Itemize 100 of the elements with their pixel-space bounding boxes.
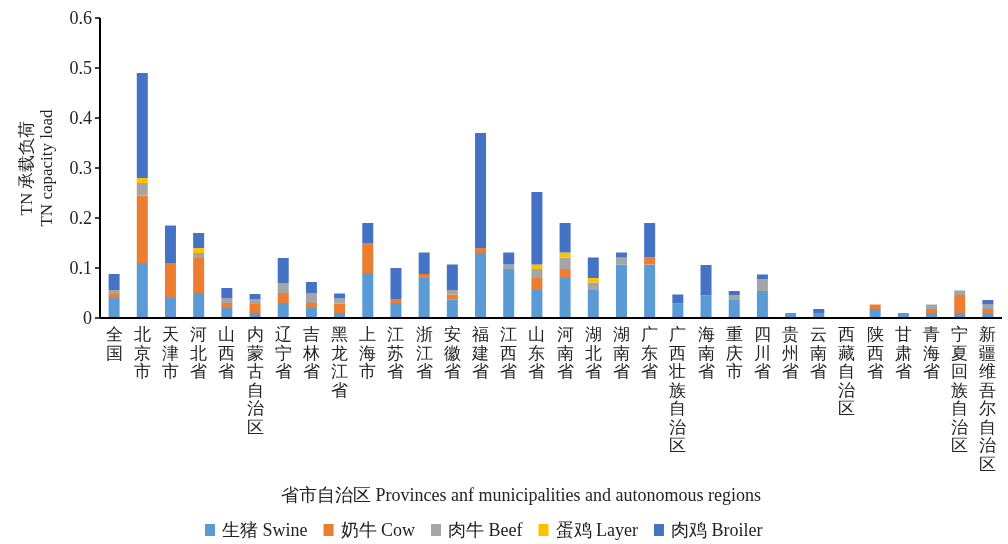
x-tick-label: 湖南省 xyxy=(612,325,630,381)
x-tick-label: 甘肃省 xyxy=(894,325,912,381)
y-tick-label: 0.2 xyxy=(69,208,92,228)
bar xyxy=(475,253,487,318)
bar xyxy=(559,269,571,278)
x-tick-label: 全国 xyxy=(105,325,123,363)
x-tick-label: 贵州省 xyxy=(782,325,800,381)
y-tick-label: 0 xyxy=(83,308,92,328)
bar xyxy=(193,248,205,253)
bar xyxy=(362,223,374,243)
bar xyxy=(193,258,205,293)
bar xyxy=(756,279,768,291)
bar xyxy=(644,257,656,265)
bar xyxy=(334,303,346,313)
bar xyxy=(587,257,599,278)
bar xyxy=(136,263,148,318)
x-tick-label: 四川省 xyxy=(753,325,771,381)
bar xyxy=(108,290,120,294)
bar xyxy=(446,264,458,290)
bar xyxy=(982,300,994,305)
x-tick-label: 安徽省 xyxy=(443,325,461,381)
bar xyxy=(615,264,627,318)
y-tick-label: 0.4 xyxy=(69,108,92,128)
bar xyxy=(136,73,148,178)
bar xyxy=(193,293,205,318)
x-tick-label: 海南省 xyxy=(697,325,715,381)
bar xyxy=(108,294,120,298)
x-tick-label: 云南省 xyxy=(810,325,828,381)
x-tick-label: 内蒙古自治区 xyxy=(246,325,264,437)
x-tick-label: 宁夏回族自治区 xyxy=(951,325,969,455)
bar xyxy=(700,265,712,296)
x-tick-label: 青海省 xyxy=(923,325,941,381)
bar xyxy=(756,291,768,318)
bar xyxy=(531,269,543,278)
bar xyxy=(305,303,317,308)
legend-label: 蛋鸡 Layer xyxy=(555,520,638,540)
y-tick-label: 0.1 xyxy=(69,258,92,278)
bar xyxy=(503,252,515,265)
bar xyxy=(587,290,599,318)
bar xyxy=(954,295,966,313)
x-tick-label: 江西省 xyxy=(500,325,518,381)
bar xyxy=(108,298,120,318)
bar xyxy=(277,258,289,283)
bar xyxy=(305,308,317,318)
bar xyxy=(587,278,599,283)
y-tick-label: 0.6 xyxy=(69,8,92,28)
bar xyxy=(587,282,599,290)
bar xyxy=(728,295,740,300)
x-tick-label: 江苏省 xyxy=(387,325,405,381)
x-tick-label: 广西壮族自治区 xyxy=(668,325,687,455)
bar xyxy=(615,257,627,265)
x-tick-label: 新疆维吾尔自治区 xyxy=(979,325,997,474)
y-axis-title: TN 承载负荷 TN capacity load xyxy=(17,108,56,227)
bar xyxy=(644,264,656,318)
x-axis-title: 省市自治区 Provinces anf municipalities and autonomous regions xyxy=(281,485,761,505)
bar xyxy=(249,299,261,304)
bar xyxy=(644,223,656,258)
y-tick-label: 0.3 xyxy=(69,158,92,178)
bar xyxy=(305,293,317,303)
x-tick-label: 天津市 xyxy=(161,325,179,381)
bar xyxy=(813,309,825,313)
bar xyxy=(277,283,289,293)
bar xyxy=(277,303,289,318)
x-tick-label: 湖北省 xyxy=(584,325,602,381)
bar xyxy=(221,303,233,308)
bar xyxy=(982,309,994,313)
x-tick-label: 福建省 xyxy=(471,325,490,381)
bar xyxy=(503,269,515,318)
bar xyxy=(446,299,458,318)
x-tick-label: 北京市 xyxy=(133,325,151,381)
x-tick-label: 黑龙江省 xyxy=(331,325,349,400)
bar xyxy=(136,195,148,263)
y-tick-label: 0.5 xyxy=(69,58,92,78)
bar xyxy=(164,298,176,318)
bar xyxy=(136,178,148,183)
bar xyxy=(475,248,487,253)
bar xyxy=(390,299,402,303)
x-tick-label: 河北省 xyxy=(190,325,208,381)
bar xyxy=(249,304,261,313)
bar xyxy=(559,257,571,269)
x-tick-label: 山西省 xyxy=(218,325,236,381)
bar xyxy=(926,309,938,313)
bar xyxy=(221,308,233,318)
x-tick-label: 浙江省 xyxy=(415,325,433,381)
x-tick-label: 河南省 xyxy=(556,325,574,381)
x-tick-label: 辽宁省 xyxy=(274,325,292,381)
legend-label: 肉鸡 Broiler xyxy=(670,520,763,540)
bar xyxy=(305,282,317,293)
bar xyxy=(559,278,571,318)
bar xyxy=(531,290,543,318)
x-tick-label: 山东省 xyxy=(528,325,546,381)
bar xyxy=(475,133,487,248)
bar xyxy=(164,263,176,298)
bar xyxy=(221,298,233,303)
x-tick-label: 重庆市 xyxy=(725,325,743,381)
bar xyxy=(531,278,543,290)
bar xyxy=(559,223,571,253)
bar xyxy=(559,252,571,258)
legend-label: 奶牛 Cow xyxy=(340,520,416,540)
bar xyxy=(418,278,430,318)
